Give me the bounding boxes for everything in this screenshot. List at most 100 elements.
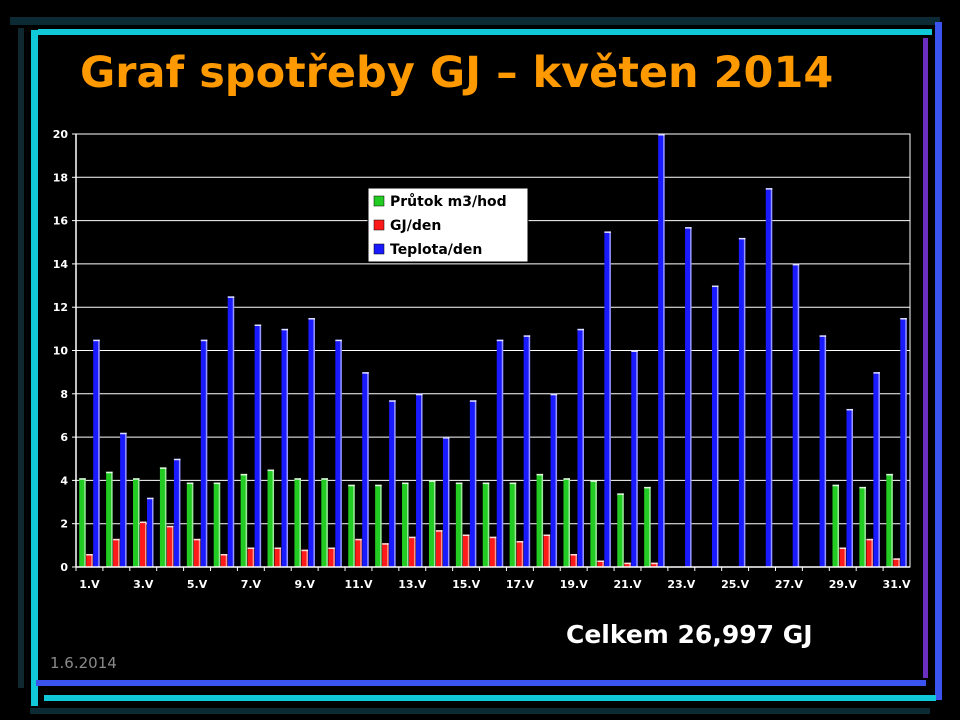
bar-edge: [844, 547, 846, 567]
bar-highlight: [106, 471, 113, 474]
bar-highlight: [173, 458, 181, 461]
bar-edge: [636, 350, 638, 567]
bar-edge: [521, 541, 524, 567]
bar-edge: [279, 547, 282, 567]
y-tick-label: 6: [60, 431, 68, 444]
bar-teplota: [685, 227, 692, 567]
bar-highlight: [839, 547, 846, 550]
bar-edge: [447, 437, 450, 567]
bar-teplota: [416, 393, 423, 567]
bar-edge: [367, 372, 369, 567]
bar-teplota: [442, 437, 450, 567]
bar-highlight: [362, 372, 369, 374]
bar-edge: [111, 471, 113, 567]
bar-highlight: [389, 400, 396, 402]
bar-gj: [516, 541, 524, 567]
bar-edge: [145, 521, 147, 567]
bar-highlight: [120, 432, 127, 435]
bar-edge: [394, 400, 396, 567]
bar-edge: [878, 372, 880, 567]
bar-prutok: [133, 478, 140, 567]
bar-gj: [462, 534, 470, 567]
bar-gj: [193, 538, 201, 567]
bar-edge: [514, 482, 517, 567]
bar-edge: [487, 482, 490, 567]
bar-highlight: [792, 263, 800, 266]
frame-top-cyan: [38, 29, 932, 35]
bar-edge: [622, 493, 624, 567]
bar-highlight: [617, 493, 624, 495]
bar-highlight: [900, 318, 907, 320]
bar-prutok: [455, 482, 463, 567]
y-tick-label: 14: [53, 258, 69, 271]
bar-gj: [274, 547, 282, 567]
bar-edge: [252, 547, 255, 567]
bar-highlight: [819, 335, 827, 337]
bar-edge: [232, 296, 235, 567]
bar-highlight: [355, 538, 362, 541]
bar-edge: [299, 478, 301, 567]
bar-prutok: [832, 484, 839, 567]
bar-highlight: [846, 408, 853, 411]
frame-right-blue: [935, 22, 942, 700]
bar-gj: [597, 560, 604, 567]
bar-highlight: [79, 478, 86, 480]
bar-highlight: [651, 562, 658, 565]
bar-prutok: [240, 473, 248, 567]
bar-edge: [171, 525, 174, 567]
bar-teplota: [281, 328, 289, 567]
x-tick-label: 21.V: [614, 578, 642, 591]
bar-edge: [501, 339, 504, 567]
bar-highlight: [570, 554, 577, 556]
bar-edge: [421, 393, 423, 567]
legend-box: [367, 187, 529, 263]
bar-teplota: [550, 393, 558, 567]
bar-highlight: [227, 296, 235, 298]
x-tick-label: 3.V: [133, 578, 154, 591]
bar-edge: [864, 486, 866, 567]
bar-edge: [407, 482, 409, 567]
bar-edge: [225, 554, 228, 567]
bar-edge: [871, 538, 873, 567]
bar-prutok: [590, 480, 597, 567]
bar-edge: [205, 339, 208, 567]
bar-gj: [301, 549, 308, 567]
bar-teplota: [631, 350, 638, 567]
y-tick-label: 8: [60, 388, 68, 401]
bar-teplota: [362, 372, 369, 567]
bar-highlight: [765, 188, 773, 190]
bar-teplota: [711, 285, 719, 567]
bar-highlight: [409, 536, 416, 539]
bar-edge: [245, 473, 248, 567]
bar-gj: [839, 547, 846, 567]
bar-edge: [138, 478, 140, 567]
bar-prutok: [509, 482, 517, 567]
bar-teplota: [335, 339, 342, 567]
bar-prutok: [294, 478, 301, 567]
bar-highlight: [435, 530, 443, 532]
bar-highlight: [140, 521, 147, 524]
bar-teplota: [93, 339, 100, 567]
bar-gj: [140, 521, 147, 567]
legend-swatch: [373, 195, 385, 207]
bar-highlight: [308, 318, 315, 320]
x-tick-label: 1.V: [79, 578, 100, 591]
bar-highlight: [267, 469, 275, 472]
bar-teplota: [604, 231, 611, 568]
bar-teplota: [389, 400, 396, 567]
bar-highlight: [455, 482, 463, 485]
bar-edge: [716, 285, 719, 567]
bar-highlight: [711, 285, 719, 288]
bar-teplota: [227, 296, 235, 567]
bar-edge: [152, 497, 154, 567]
y-tick-label: 0: [60, 561, 68, 574]
bars-layer: [79, 134, 907, 568]
bar-edge: [837, 484, 839, 567]
bar-highlight: [509, 482, 517, 485]
bar-prutok: [213, 482, 221, 567]
bar-gj: [113, 538, 120, 567]
bar-highlight: [543, 534, 551, 537]
bar-edge: [743, 237, 746, 568]
x-tick-label: 19.V: [560, 578, 588, 591]
bar-edge: [326, 478, 328, 567]
